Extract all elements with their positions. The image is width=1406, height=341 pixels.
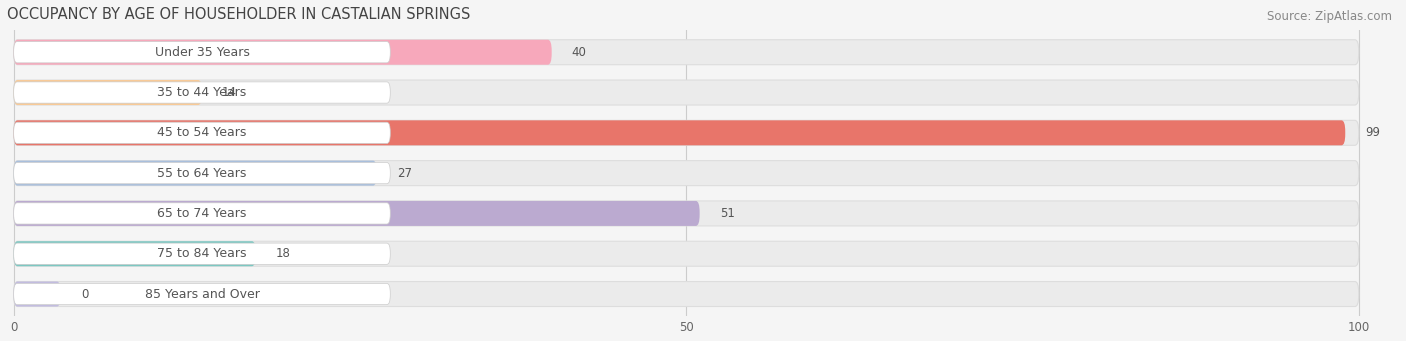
FancyBboxPatch shape (14, 122, 391, 144)
Text: 75 to 84 Years: 75 to 84 Years (157, 247, 246, 260)
Text: Under 35 Years: Under 35 Years (155, 46, 249, 59)
FancyBboxPatch shape (14, 243, 391, 264)
FancyBboxPatch shape (14, 120, 1346, 145)
FancyBboxPatch shape (14, 163, 391, 184)
Text: 40: 40 (572, 46, 586, 59)
FancyBboxPatch shape (14, 203, 391, 224)
FancyBboxPatch shape (14, 80, 1358, 105)
Text: 35 to 44 Years: 35 to 44 Years (157, 86, 246, 99)
FancyBboxPatch shape (14, 161, 377, 186)
FancyBboxPatch shape (14, 241, 1358, 266)
Text: OCCUPANCY BY AGE OF HOUSEHOLDER IN CASTALIAN SPRINGS: OCCUPANCY BY AGE OF HOUSEHOLDER IN CASTA… (7, 7, 471, 22)
Text: 51: 51 (720, 207, 735, 220)
FancyBboxPatch shape (14, 241, 256, 266)
Text: 14: 14 (222, 86, 238, 99)
FancyBboxPatch shape (14, 40, 551, 65)
FancyBboxPatch shape (14, 80, 202, 105)
FancyBboxPatch shape (14, 282, 1358, 307)
Text: 99: 99 (1365, 126, 1381, 139)
FancyBboxPatch shape (14, 282, 60, 307)
FancyBboxPatch shape (14, 42, 391, 63)
Text: 27: 27 (396, 167, 412, 180)
Text: 55 to 64 Years: 55 to 64 Years (157, 167, 246, 180)
Text: 18: 18 (276, 247, 291, 260)
FancyBboxPatch shape (14, 120, 1358, 145)
FancyBboxPatch shape (14, 283, 391, 305)
FancyBboxPatch shape (14, 201, 1358, 226)
Text: 45 to 54 Years: 45 to 54 Years (157, 126, 246, 139)
Text: Source: ZipAtlas.com: Source: ZipAtlas.com (1267, 10, 1392, 23)
FancyBboxPatch shape (14, 40, 1358, 65)
Text: 0: 0 (82, 287, 89, 300)
FancyBboxPatch shape (14, 161, 1358, 186)
Text: 65 to 74 Years: 65 to 74 Years (157, 207, 246, 220)
FancyBboxPatch shape (14, 201, 700, 226)
FancyBboxPatch shape (14, 82, 391, 103)
Text: 85 Years and Over: 85 Years and Over (145, 287, 260, 300)
